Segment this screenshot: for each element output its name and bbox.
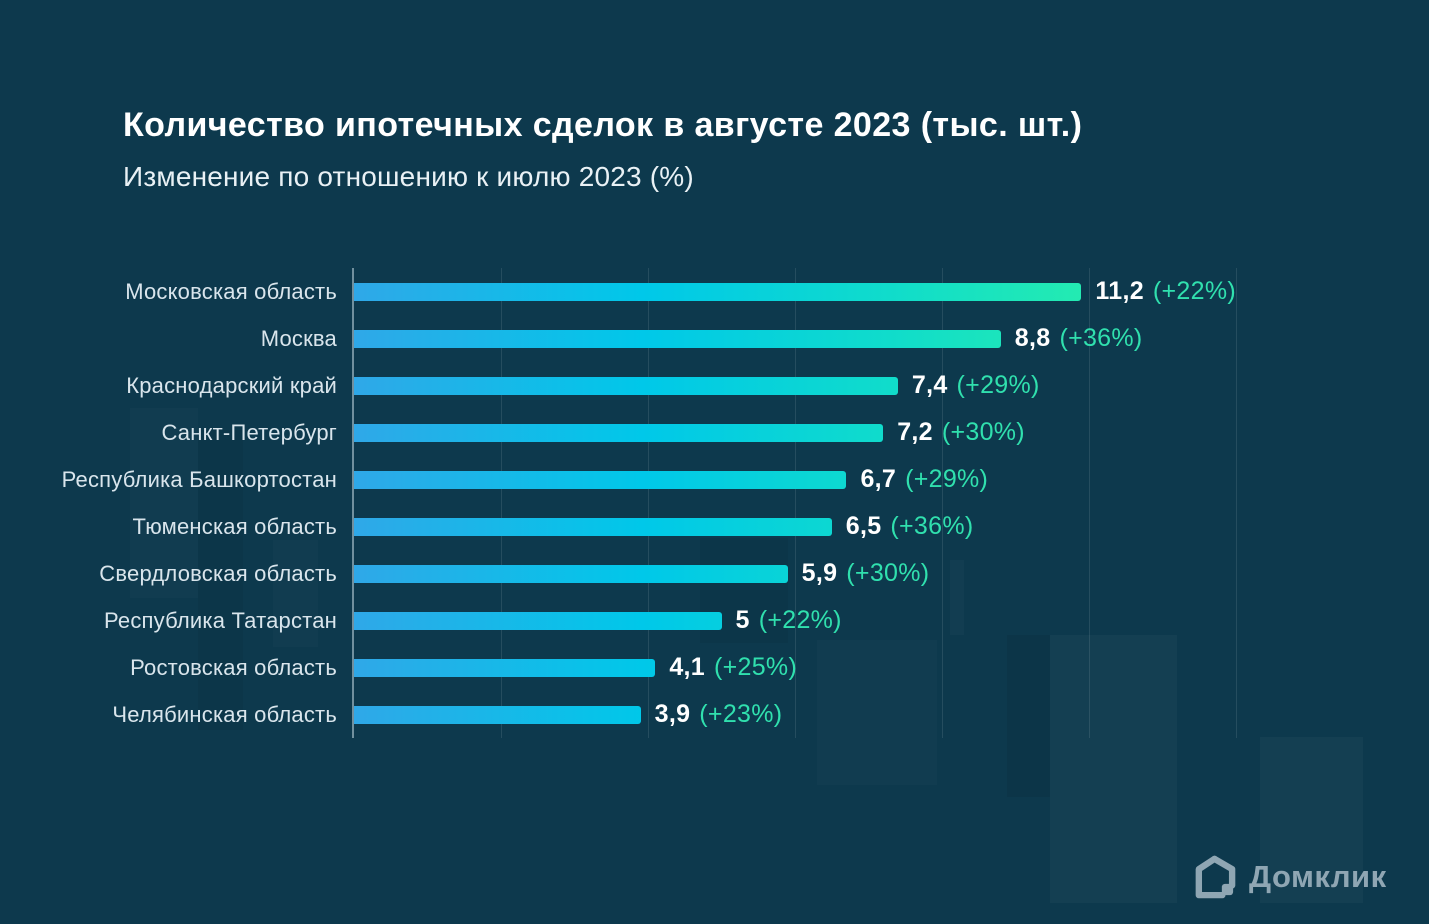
value-label: 11,2 [1095,277,1144,305]
bar [354,564,788,583]
bar-value: 6,7 (+29%) [860,465,988,494]
change-label: (+25%) [714,653,798,681]
bar [354,329,1001,348]
bar [354,658,656,677]
bar-value: 5,9 (+30%) [802,559,930,588]
change-label: (+29%) [905,465,989,493]
change-label: (+30%) [941,418,1025,446]
value-label: 8,8 [1014,324,1051,352]
change-label: (+23%) [699,700,783,728]
bar-row: 7,2 (+30%) [354,409,1236,456]
bar-row: 8,8 (+36%) [354,315,1236,362]
category-labels: Московская область Москва Краснодарский кр… [0,268,337,738]
gridline [501,268,502,738]
change-label: (+29%) [956,371,1040,399]
bar-value: 4,1 (+25%) [669,653,797,682]
page-subtitle: Изменение по отношению к июлю 2023 (%) [123,161,694,192]
gridline [942,268,943,738]
bar-row: 3,9 (+23%) [354,691,1236,738]
value-label: 6,5 [845,512,882,540]
bar-value: 6,5 (+36%) [846,512,974,541]
category-label: Краснодарский край [126,372,337,398]
value-label: 5 [735,606,750,634]
bar-value: 8,8 (+36%) [1015,324,1143,353]
bar [354,705,641,724]
value-label: 7,4 [911,371,948,399]
bar-row: 5,9 (+30%) [354,550,1236,597]
house-icon [1195,855,1236,898]
bar-value: 5 (+22%) [736,606,842,635]
category-label: Москва [260,325,337,351]
bar-row: 7,4 (+29%) [354,362,1236,409]
change-label: (+36%) [1059,324,1143,352]
domclick-logo: Домклик [1191,851,1387,903]
value-label: 5,9 [801,559,838,587]
gridline [1236,268,1237,738]
change-label: (+30%) [846,559,930,587]
gridline [1089,268,1090,738]
bar [354,611,722,630]
change-label: (+36%) [890,512,974,540]
change-label: (+22%) [758,606,842,634]
bar-value: 11,2 (+22%) [1095,277,1236,306]
category-label: Санкт-Петербург [161,419,337,445]
gridline [795,268,796,738]
bar [354,517,832,536]
gridline [648,268,649,738]
bar-row: 5 (+22%) [354,597,1236,644]
bar [354,470,847,489]
plot-area: 11,2 (+22%) 8,8 (+36%) 7,4 (+29%) 7,2 (+30%) 6,7… [352,268,1237,738]
bar-row: 6,5 (+36%) [354,503,1236,550]
bar-row: 11,2 (+22%) [354,268,1236,315]
category-label: Республика Татарстан [103,607,337,633]
bar [354,423,884,442]
bar-value: 7,2 (+30%) [897,418,1025,447]
value-label: 3,9 [654,700,691,728]
category-label: Ростовская область [130,654,337,680]
value-label: 4,1 [669,653,705,681]
bar [354,376,898,395]
change-label: (+22%) [1152,277,1236,305]
category-label: Московская область [125,278,337,304]
bar-row: 4,1 (+25%) [354,644,1236,691]
category-label: Республика Башкортостан [61,466,337,492]
bar-value: 3,9 (+23%) [655,700,783,729]
category-label: Тюменская область [132,513,337,539]
value-label: 6,7 [860,465,897,493]
value-label: 7,2 [897,418,933,446]
bar-rows: 11,2 (+22%) 8,8 (+36%) 7,4 (+29%) 7,2 (+30%) 6,7… [354,268,1236,738]
category-label: Челябинская область [112,701,337,727]
bar-row: 6,7 (+29%) [354,456,1236,503]
logo-text: Домклик [1249,859,1387,894]
page-title: Количество ипотечных сделок в августе 20… [123,106,1083,144]
bar [354,282,1082,301]
category-label: Свердловская область [99,560,337,586]
bar-value: 7,4 (+29%) [912,371,1040,400]
